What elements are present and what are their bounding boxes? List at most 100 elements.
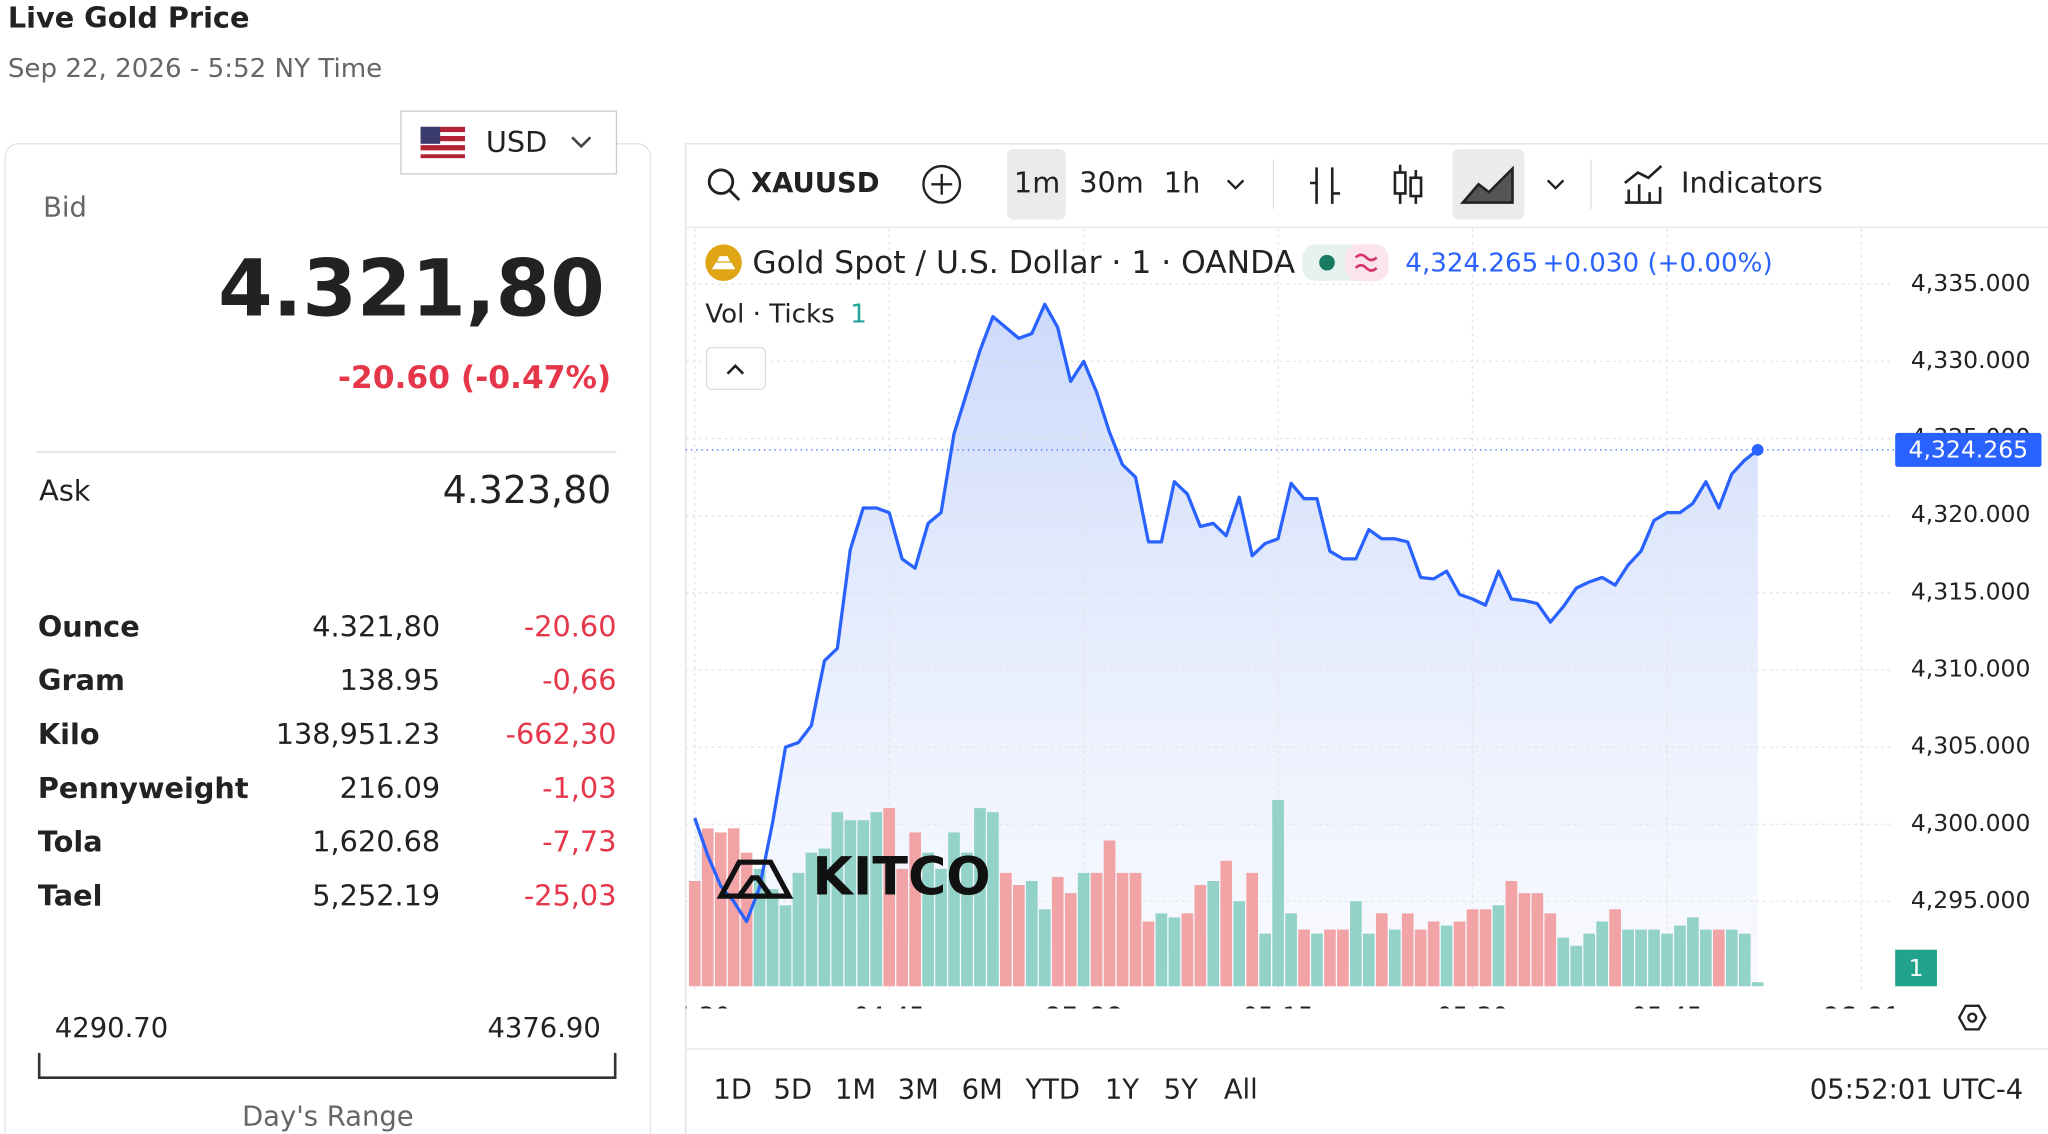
volume-bar: [1414, 929, 1427, 987]
range-caption: Day's Range: [242, 1102, 414, 1133]
volume-bar: [1064, 893, 1077, 987]
volume-bar: [1583, 933, 1596, 987]
x-tick-label: 05:30: [1437, 1002, 1508, 1031]
volume-bar: [1038, 909, 1051, 987]
unit-price: 138,951.23: [276, 717, 440, 751]
volume-bar: [1155, 913, 1168, 987]
indicators-icon[interactable]: [1624, 165, 1663, 204]
volume-bar: [1622, 929, 1634, 987]
bars-icon[interactable]: [1310, 167, 1341, 204]
volume-bar: [1531, 893, 1544, 987]
last-price: 4,324.265: [1405, 248, 1538, 278]
status-delay: [1345, 244, 1389, 281]
y-tick-label: 4,305.000: [1911, 732, 2031, 760]
collapse-button[interactable]: [705, 346, 767, 391]
volume-bar: [870, 812, 883, 987]
ask-label: Ask: [39, 474, 91, 508]
series-title: Gold Spot / U.S. Dollar · 1 · OANDA: [752, 245, 1295, 281]
volume-bar: [1492, 905, 1505, 987]
period[interactable]: All: [1224, 1074, 1258, 1105]
volume-bar: [1246, 872, 1258, 987]
period[interactable]: YTD: [1024, 1074, 1080, 1105]
volume-bar: [753, 868, 766, 987]
period[interactable]: 1M: [835, 1074, 876, 1105]
x-tick-label: 05:45: [1631, 1002, 1702, 1031]
unit-table: Ounce 4.321,80 -20.60 Gram 138.95 -0,66 Kilo 13…: [38, 609, 617, 912]
volume-bar: [1687, 917, 1699, 987]
kitco-logo: [716, 859, 794, 899]
volume-bar: [1544, 913, 1557, 987]
unit-name: Tael: [38, 878, 103, 912]
unit-change: -0,66: [542, 663, 616, 697]
period[interactable]: 3M: [898, 1074, 939, 1105]
gold-bars: [711, 256, 736, 270]
volume-bar: [1168, 917, 1181, 987]
volume-bar: [805, 852, 818, 987]
volume-bar: [792, 872, 805, 987]
volume-bar: [1337, 929, 1349, 987]
period[interactable]: 1Y: [1105, 1074, 1139, 1105]
x-tick-label: 04:30: [659, 1002, 730, 1031]
interval[interactable]: 30m: [1079, 165, 1144, 199]
currency-label[interactable]: USD: [486, 125, 547, 159]
add-symbol[interactable]: [922, 164, 962, 204]
plus: [931, 173, 953, 195]
candle-body: [1393, 171, 1407, 195]
chevron[interactable]: [1226, 179, 1245, 190]
volume-bar: [1388, 929, 1401, 987]
interval[interactable]: 1h: [1164, 165, 1200, 199]
volume-bar: [1570, 945, 1583, 987]
volume-bar: [1025, 880, 1038, 987]
volume-bar: [1362, 933, 1375, 987]
y-tick-label: 4,300.000: [1911, 809, 2031, 837]
period[interactable]: 5D: [774, 1074, 813, 1105]
search-icon[interactable]: [707, 168, 735, 195]
bid-change: -20.60 (-0.47%): [338, 360, 611, 396]
y-tick-label: 4,295.000: [1911, 886, 2031, 914]
delay-icon: [1354, 253, 1378, 272]
volume-bar: [948, 832, 960, 987]
volume-bar: [987, 812, 999, 987]
settings-icon[interactable]: [1957, 1004, 1987, 1031]
interval-active: [1007, 149, 1066, 220]
period[interactable]: 1D: [713, 1074, 752, 1105]
volume-bar: [1350, 901, 1362, 987]
y-tick-label: 4,330.000: [1911, 346, 2031, 374]
settings-dot: [1967, 1012, 1978, 1023]
currency-select[interactable]: USD: [400, 110, 618, 175]
chevron[interactable]: [1546, 179, 1565, 190]
period[interactable]: 5Y: [1164, 1074, 1198, 1105]
volume-bar: [1440, 925, 1453, 987]
unit-change: -7,73: [542, 825, 616, 859]
intervals: 1m 30m 1h: [1014, 165, 1200, 199]
y-tick-label: 4,315.000: [1911, 577, 2031, 605]
interval[interactable]: 1m: [1014, 165, 1060, 199]
x-tick-label: 06:00: [1822, 1002, 1901, 1031]
axes: 4,295.000 4,300.000 4,305.000 4,310.000 4,31…: [1911, 269, 2031, 914]
period[interactable]: 6M: [962, 1074, 1003, 1105]
periods: 1D 5D 1M 3M 6M YTD 1Y 5Y All: [713, 1074, 1257, 1105]
volume-bar: [1181, 913, 1194, 987]
unit-name: Gram: [38, 663, 125, 697]
unit-change: -20.60: [524, 609, 617, 643]
watermark: KITCO: [812, 847, 990, 907]
volume-bar: [1116, 872, 1129, 987]
volume-axis-box: [1895, 949, 1937, 987]
symbol[interactable]: XAUUSD: [751, 168, 880, 199]
x-tick-label: 05:00: [1044, 1002, 1123, 1031]
bid-price: 4.321,80: [218, 243, 605, 334]
volume-bar: [1661, 933, 1673, 987]
volume-bar: [818, 848, 831, 987]
page-title: Live Gold Price: [8, 1, 250, 35]
unit-price: 5,252.19: [312, 878, 440, 912]
search-icon-handle: [729, 189, 741, 201]
volume-bar: [1090, 872, 1103, 987]
indicators-button[interactable]: Indicators: [1681, 165, 1823, 199]
last-price-label: 4,324.265: [1909, 436, 2029, 464]
volume-bar: [1194, 885, 1207, 987]
volume-bar: [831, 812, 844, 987]
unit-name: Pennyweight: [38, 771, 249, 805]
chevron-up: [726, 364, 745, 375]
volume-bar: [1324, 929, 1336, 987]
x-tick-label: 04:45: [853, 1002, 924, 1031]
